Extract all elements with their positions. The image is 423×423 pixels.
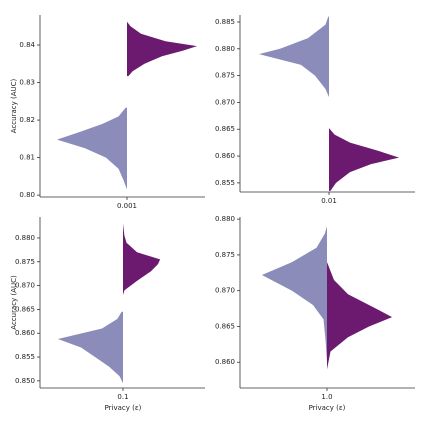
y-tick-label: 0.82 — [19, 116, 35, 124]
y-tick-label: 0.80 — [19, 191, 35, 199]
violin-half — [57, 311, 123, 384]
y-tick-label: 0.885 — [215, 18, 235, 26]
y-tick-label: 0.81 — [19, 154, 35, 162]
y-tick-label: 0.875 — [215, 251, 235, 259]
y-tick-label: 0.860 — [215, 152, 235, 160]
y-tick-label: 0.875 — [15, 258, 35, 266]
y-tick-label: 0.875 — [215, 72, 235, 80]
x-axis-label: Privacy (ε) — [309, 404, 346, 412]
y-tick-label: 0.880 — [215, 215, 235, 223]
y-tick-label: 0.860 — [215, 358, 235, 366]
violin-half — [327, 262, 393, 370]
y-tick-label: 0.860 — [15, 329, 35, 337]
violin-half — [261, 226, 327, 363]
y-tick-label: 0.84 — [19, 41, 35, 49]
y-axis-label: Accuracy (AUC) — [10, 275, 18, 330]
y-tick-label: 0.83 — [19, 79, 35, 87]
y-tick-label: 0.865 — [15, 305, 35, 313]
y-tick-label: 0.865 — [215, 322, 235, 330]
x-tick-label: 0.1 — [117, 393, 128, 401]
y-tick-label: 0.880 — [215, 45, 235, 53]
violin-half — [259, 16, 329, 98]
y-tick-label: 0.850 — [15, 377, 35, 385]
y-tick-label: 0.880 — [15, 234, 35, 242]
violin-half — [123, 223, 161, 296]
x-tick-label: 0.001 — [117, 202, 137, 210]
y-tick-label: 0.855 — [15, 353, 35, 361]
x-tick-label: 0.01 — [321, 197, 337, 205]
y-tick-label: 0.855 — [215, 179, 235, 187]
violin-half — [57, 107, 127, 190]
y-tick-label: 0.870 — [15, 282, 35, 290]
x-tick-label: 1.0 — [321, 393, 332, 401]
y-tick-label: 0.870 — [215, 287, 235, 295]
violin-half — [127, 21, 197, 77]
y-tick-label: 0.865 — [215, 125, 235, 133]
y-tick-label: 0.870 — [215, 98, 235, 106]
x-axis-label: Privacy (ε) — [105, 404, 142, 412]
y-axis-label: Accuracy (AUC) — [10, 79, 18, 134]
violin-half — [329, 128, 399, 191]
